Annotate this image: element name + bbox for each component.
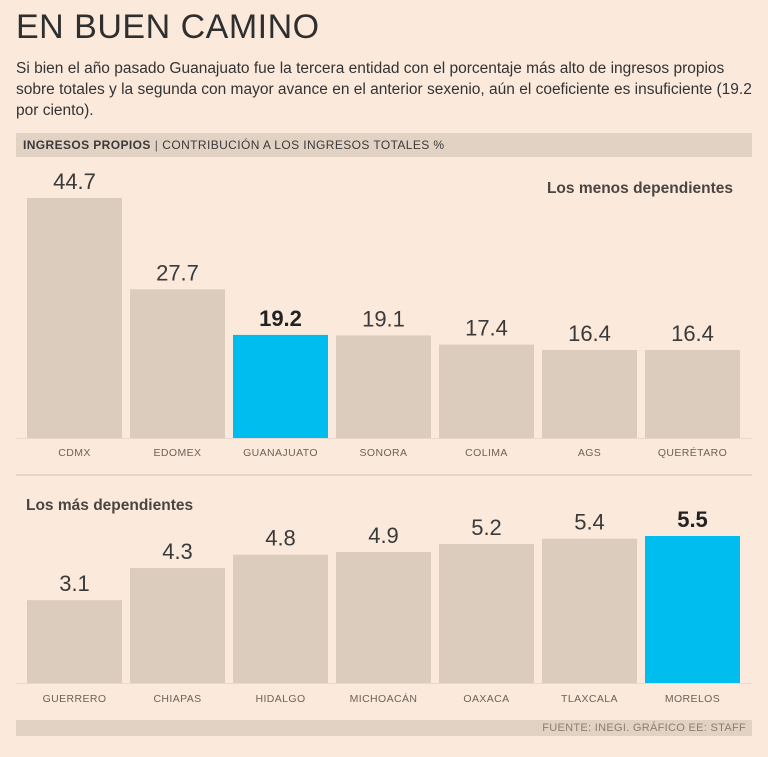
bar-cdmx: [27, 198, 122, 438]
bar-ags: [542, 349, 637, 438]
bar-tlaxcala: [542, 538, 637, 683]
chart-title: Los menos dependientes: [547, 180, 733, 197]
value-label: 4.8: [265, 526, 296, 551]
header-strong: INGRESOS PROPIOS: [23, 138, 151, 152]
category-label: GUANAJUATO: [243, 447, 318, 459]
value-label: 4.9: [368, 523, 399, 548]
bar-edomex: [130, 289, 225, 438]
bar-colima: [439, 344, 534, 438]
value-label: 16.4: [671, 321, 714, 346]
category-label: HIDALGO: [255, 693, 305, 705]
bar-guerrero: [27, 600, 122, 683]
header-description: CONTRIBUCIÓN A LOS INGRESOS TOTALES %: [162, 138, 445, 152]
category-label: COLIMA: [465, 447, 508, 459]
value-label: 16.4: [568, 321, 611, 346]
value-label: 44.7: [53, 169, 96, 194]
chart-header-bar: INGRESOS PROPIOS | CONTRIBUCIÓN A LOS INGR…: [16, 133, 752, 157]
page-title: EN BUEN CAMINO: [16, 8, 320, 46]
value-label: 5.4: [574, 510, 605, 535]
subtitle: Si bien el año pasado Guanajuato fue la …: [16, 60, 752, 119]
category-label: GUERRERO: [43, 693, 107, 705]
chart-title: Los más dependientes: [26, 497, 193, 514]
value-label: 19.1: [362, 306, 405, 331]
category-label: SONORA: [360, 447, 408, 459]
bar-hidalgo: [233, 554, 328, 683]
value-label: 3.1: [59, 571, 90, 596]
value-label: 5.5: [677, 507, 708, 532]
bar-sonora: [336, 335, 431, 438]
category-label: QUERÉTARO: [658, 446, 727, 459]
section-divider: [16, 474, 752, 476]
source-footer: FUENTE: INEGI. GRÁFICO EE: STAFF: [16, 720, 752, 736]
category-label: TLAXCALA: [561, 693, 618, 705]
value-label: 4.3: [162, 539, 193, 564]
category-label: CHIAPAS: [153, 693, 201, 705]
bar-oaxaca: [439, 544, 534, 683]
value-label: 17.4: [465, 316, 508, 341]
category-label: AGS: [578, 447, 601, 459]
category-label: OAXACA: [463, 693, 509, 705]
value-label: 5.2: [471, 515, 502, 540]
category-label: MORELOS: [665, 693, 720, 705]
value-label: 19.2: [259, 306, 302, 331]
bar-chiapas: [130, 568, 225, 683]
bar-michoacán: [336, 552, 431, 683]
value-label: 27.7: [156, 260, 199, 285]
bar-querétaro: [645, 349, 740, 438]
category-label: CDMX: [58, 447, 91, 459]
bar-guanajuato: [233, 334, 328, 438]
category-label: EDOMEX: [154, 447, 202, 459]
bar-morelos: [645, 536, 740, 683]
category-label: MICHOACÁN: [350, 692, 418, 705]
header-separator: |: [154, 138, 159, 152]
